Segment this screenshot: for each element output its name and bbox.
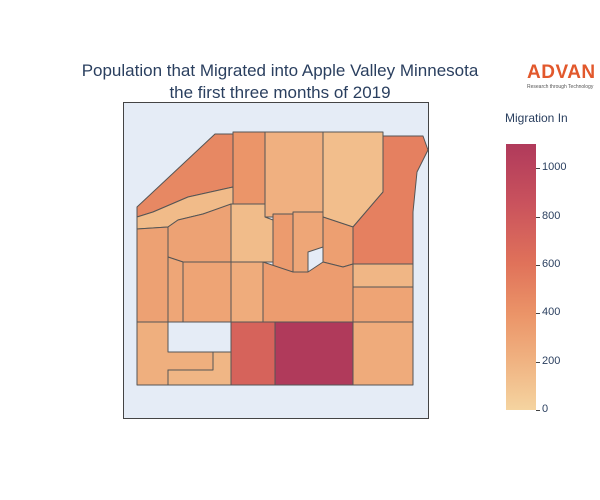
colorbar-title: Migration In xyxy=(505,111,568,125)
chart-title-line-1: Population that Migrated into Apple Vall… xyxy=(81,61,479,80)
region-south-east[interactable] xyxy=(352,321,414,386)
colorbar-tick-label: 400 xyxy=(535,306,560,318)
region-mid-2[interactable] xyxy=(182,261,232,323)
colorbar-tick-label: 800 xyxy=(535,210,560,222)
advan-logo: ADVAN Research through Technology xyxy=(527,62,596,91)
region-south-center-2[interactable] xyxy=(274,321,354,386)
colorbar xyxy=(506,144,536,410)
colorbar-tick-label: 1000 xyxy=(535,161,566,173)
colorbar-tick-label: 600 xyxy=(535,258,560,270)
region-north-col-3[interactable] xyxy=(264,131,324,218)
region-mid-3[interactable] xyxy=(230,261,264,323)
logo-wordmark: ADVAN xyxy=(527,62,596,83)
region-east-tall[interactable] xyxy=(352,135,429,265)
choropleth-map[interactable] xyxy=(123,102,429,419)
region-center-d[interactable] xyxy=(352,263,414,288)
region-south-center-1[interactable] xyxy=(230,321,276,386)
region-center-b[interactable] xyxy=(292,211,324,273)
region-west-col[interactable] xyxy=(136,226,169,323)
chart-title-line-2: the first three months of 2019 xyxy=(169,83,391,102)
region-east-mid[interactable] xyxy=(352,286,414,323)
region-mid-1[interactable] xyxy=(167,256,184,323)
logo-tagline: Research through Technology xyxy=(527,84,594,90)
colorbar-tick-label: 200 xyxy=(535,355,560,367)
chart-title: Population that Migrated into Apple Vall… xyxy=(0,60,560,104)
colorbar-tick-label: 0 xyxy=(535,403,548,415)
region-north-col-2[interactable] xyxy=(232,131,266,205)
